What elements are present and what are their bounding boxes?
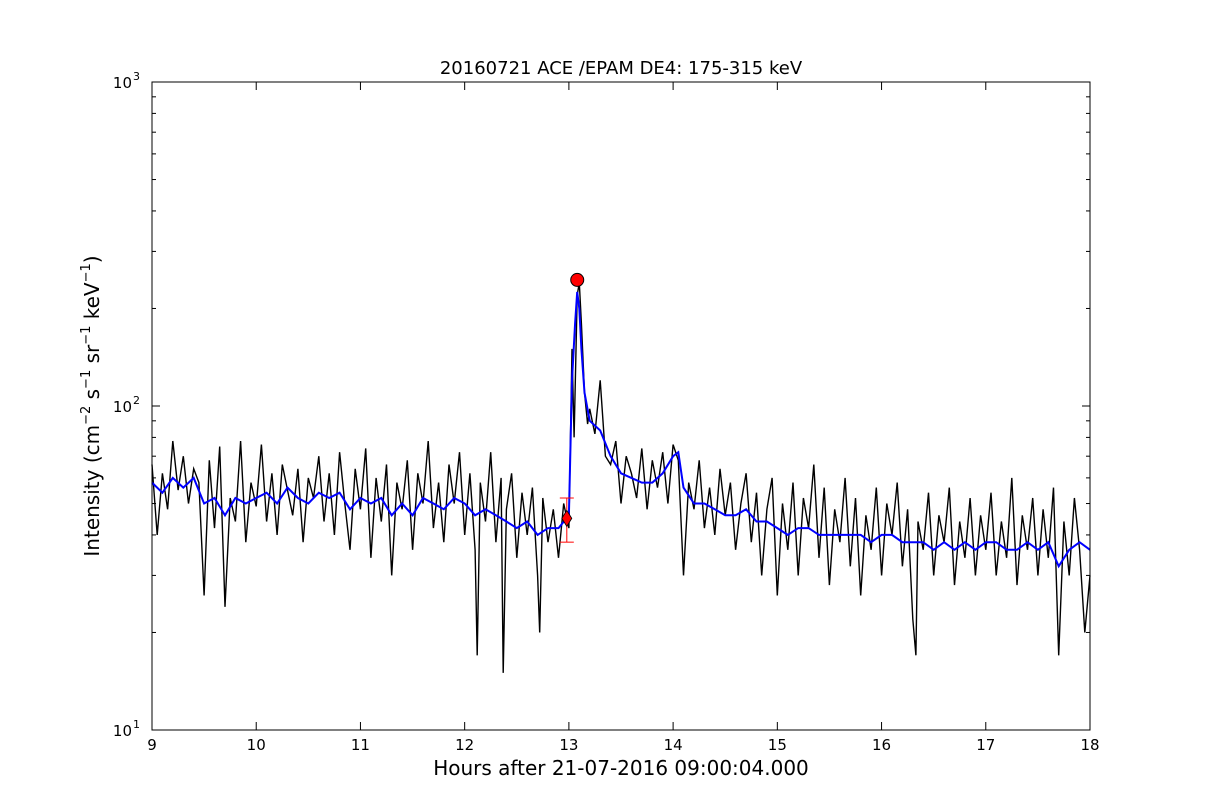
smoothed-series-line bbox=[151, 291, 1091, 569]
x-tick-label: 18 bbox=[1080, 736, 1099, 754]
chart-title: 20160721 ACE /EPAM DE4: 175-315 keV bbox=[440, 58, 803, 79]
x-tick-label: 12 bbox=[455, 736, 474, 754]
markers bbox=[559, 272, 585, 543]
y-label-exp4: −1 bbox=[79, 263, 94, 282]
y-label-prefix: Intensity (cm bbox=[80, 425, 104, 557]
x-tick-label: 14 bbox=[664, 736, 683, 754]
y-label-exp3: −1 bbox=[79, 326, 94, 345]
x-tick-label: 9 bbox=[147, 736, 157, 754]
plot-frame bbox=[151, 81, 1091, 731]
y-axis-label: Intensity (cm−2 s−1 sr−1 keV−1) bbox=[79, 255, 104, 556]
smoothed-series bbox=[151, 291, 1091, 569]
y-tick-label: 10 bbox=[113, 722, 132, 740]
y-tick-label-exponent: 1 bbox=[133, 718, 140, 731]
peak-marker bbox=[570, 272, 585, 287]
x-axis-ticks: 9 10 11 12 13 14 15 16 17 18 bbox=[147, 82, 1100, 754]
plot-area bbox=[151, 81, 1091, 731]
y-label-sr: sr bbox=[80, 344, 104, 370]
raw-series bbox=[151, 282, 1091, 673]
y-label-kev: keV bbox=[80, 282, 104, 326]
y-tick-label: 10 bbox=[113, 74, 132, 92]
y-tick-label-exponent: 2 bbox=[133, 394, 140, 407]
x-tick-label: 10 bbox=[247, 736, 266, 754]
x-tick-label: 17 bbox=[976, 736, 995, 754]
y-label-s: s bbox=[80, 389, 104, 406]
y-label-suffix: ) bbox=[80, 255, 104, 263]
y-label-exp2: −1 bbox=[79, 370, 94, 389]
x-tick-label: 13 bbox=[559, 736, 578, 754]
y-tick-label-exponent: 3 bbox=[133, 70, 140, 83]
x-axis-label: Hours after 21-07-2016 09:00:04.000 bbox=[433, 756, 809, 780]
y-label-exp1: −2 bbox=[79, 406, 94, 425]
onset-marker bbox=[561, 509, 573, 528]
x-tick-label: 15 bbox=[768, 736, 787, 754]
y-tick-label: 10 bbox=[113, 398, 132, 416]
x-tick-label: 11 bbox=[351, 736, 370, 754]
raw-series-line bbox=[151, 282, 1091, 673]
x-tick-label: 16 bbox=[872, 736, 891, 754]
